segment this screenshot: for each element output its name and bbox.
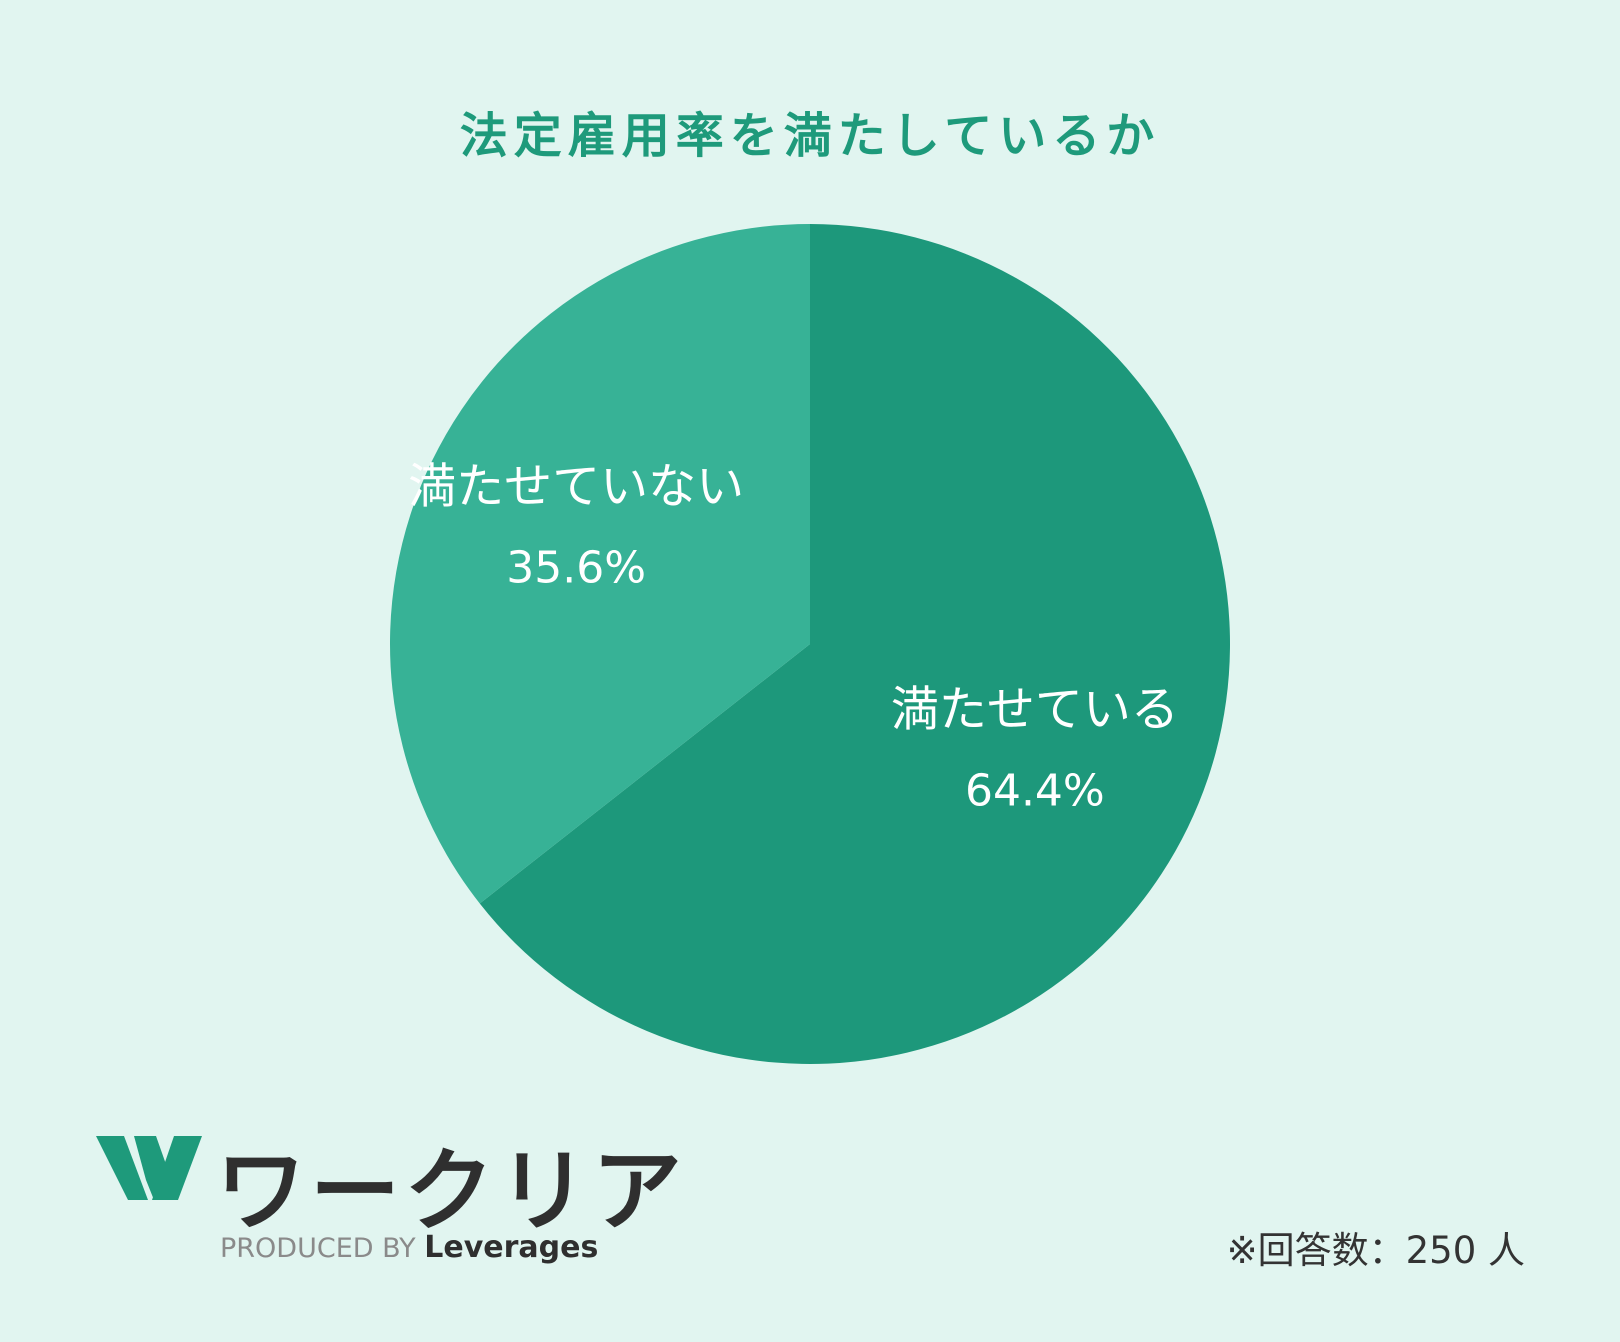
pie-slice-1 [389, 224, 810, 904]
pie-slice-value-1: 35.6% [506, 542, 646, 593]
logo-brand: Leverages [424, 1230, 599, 1265]
pie-slices [389, 224, 1230, 1064]
chart-title: 法定雇用率を満たしているか [459, 108, 1161, 164]
logo: ワークリア PRODUCED BY Leverages [96, 1130, 682, 1270]
pie-slice-label-1: 満たせていない [408, 458, 744, 514]
w-logo-icon [96, 1136, 202, 1200]
pie-slice-value-0: 64.4% [965, 765, 1105, 816]
produced-by-text: PRODUCED BY [220, 1233, 416, 1264]
logo-wordmark: ワークリア [216, 1139, 686, 1244]
pie-labels: 満たせている 64.4% 満たせていない 35.6% [408, 458, 1179, 816]
respondent-count-note: ※回答数：250 人 [1226, 1229, 1525, 1272]
pie-slice-label-0: 満たせている [891, 681, 1179, 737]
logo-produced-by: PRODUCED BY Leverages [220, 1230, 598, 1265]
pie-slice-0 [479, 224, 1230, 1064]
